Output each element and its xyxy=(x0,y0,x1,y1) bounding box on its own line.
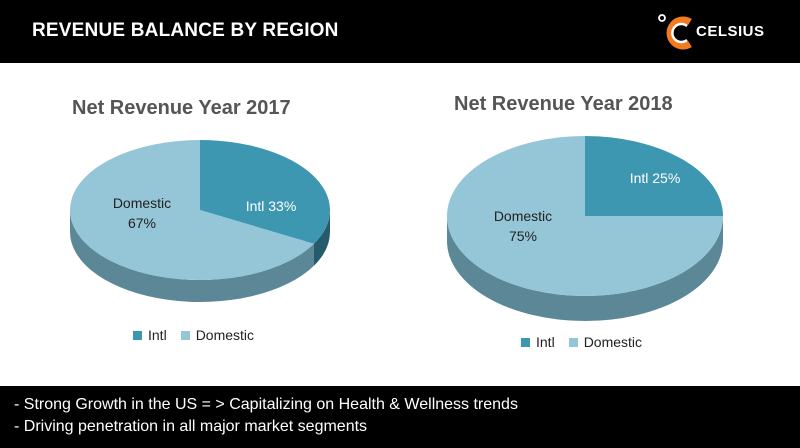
data-label-intl: Intl 33% xyxy=(246,198,297,214)
legend-2018: Intl Domestic xyxy=(521,334,656,350)
legend-swatch-intl xyxy=(133,330,142,340)
pie-side-intl xyxy=(313,210,330,266)
chart-area: Intl 33% Domestic 67% Intl 25% Domestic 75% N… xyxy=(0,63,800,386)
legend-swatch-intl xyxy=(521,337,530,347)
pie-side-domestic xyxy=(447,216,723,321)
pie-charts-svg: Intl 33% Domestic 67% Intl 25% Domestic 75% xyxy=(70,136,723,321)
legend-label-domestic: Domestic xyxy=(195,327,255,343)
chart-title-2018: Net Revenue Year 2018 xyxy=(454,93,673,115)
legend-2017: Intl Domestic xyxy=(133,327,268,343)
pie-slice-domestic xyxy=(70,139,314,281)
data-label-domestic-value: 75% xyxy=(509,228,537,244)
chart-title-2017: Net Revenue Year 2017 xyxy=(72,97,291,119)
logo-text: CELSIUS xyxy=(696,23,765,40)
pie-slice-intl xyxy=(585,136,723,216)
footer-bullet-1: - Strong Growth in the US = > Capitalizi… xyxy=(14,396,518,413)
legend-swatch-domestic xyxy=(180,330,190,340)
data-label-domestic-name: Domestic xyxy=(113,195,171,211)
footer-bar: - Strong Growth in the US = > Capitalizi… xyxy=(0,386,800,448)
data-label-domestic-value: 67% xyxy=(128,215,156,231)
pie-side-domestic xyxy=(70,210,314,302)
celsius-c-icon xyxy=(658,14,692,50)
pie-slice-intl xyxy=(200,140,330,244)
data-label-intl: Intl 25% xyxy=(630,170,681,186)
legend-label-domestic: Domestic xyxy=(583,334,643,350)
legend-label-intl: Intl xyxy=(148,327,167,343)
page-title: REVENUE BALANCE BY REGION xyxy=(32,20,339,41)
legend-label-intl: Intl xyxy=(536,334,555,350)
data-label-domestic-name: Domestic xyxy=(494,208,552,224)
header-bar: REVENUE BALANCE BY REGION CELSIUS xyxy=(0,0,800,63)
celsius-logo: CELSIUS xyxy=(656,10,786,54)
legend-swatch-domestic xyxy=(568,337,578,347)
footer-bullet-2: - Driving penetration in all major marke… xyxy=(14,418,368,435)
